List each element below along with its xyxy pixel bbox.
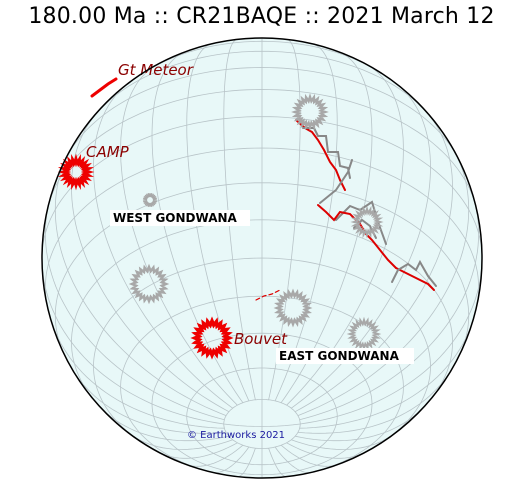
label-bouvet: Bouvet [234,330,288,348]
credit-text: © Earthworks 2021 [187,430,285,441]
graticule-line [291,433,396,450]
graticule-line [286,442,364,459]
graticule-line [223,39,256,400]
graticule-line [299,316,475,429]
graticule-line [297,370,452,434]
graticule-line [54,149,227,416]
label-east-gondwana: EAST GONDWANA [279,349,400,363]
transform-segment [302,127,351,179]
globe-outline [41,37,483,479]
graticule-line [151,52,244,403]
hotspot-inactive [273,288,313,328]
graticule-line [44,204,225,421]
graticule-line [49,316,225,429]
hotspots-layer [57,93,384,360]
graticule-line [72,370,227,434]
label-east-gondwana-bg [276,348,414,364]
hotspot-inactive [346,316,382,352]
graticule-line [261,257,482,427]
hotspot-camp [57,153,95,191]
graticule-line [93,85,233,409]
hotspot-inactive [142,192,158,208]
graticule-line [268,39,301,400]
hotspot-inactive [350,205,384,239]
graticule-line [160,442,238,459]
label-west-gondwana: WEST GONDWANA [113,211,238,225]
transform-segment [319,159,353,204]
graticule-line [128,433,233,450]
hotspot-bouvet [190,316,234,360]
graticule-grid [42,38,482,478]
ridge-segment [295,119,346,191]
graticule-line [294,112,453,413]
graticule-line [71,112,230,413]
graticule-line [268,448,287,477]
graticule-line [237,448,256,477]
ridge-segment [317,204,397,269]
label-camp: CAMP [86,143,130,161]
graticule-line [274,43,338,402]
graticule-line [299,204,480,421]
graticule-line [213,446,250,474]
graticule-line [297,149,470,416]
graticule-line [185,444,244,467]
transform-segment [391,259,437,287]
graticule-line [280,444,339,467]
graticule-line [295,407,424,442]
graticule-line [100,407,229,442]
map-title: 180.00 Ma :: CR21BAQE :: 2021 March 12 [28,4,495,29]
graticule-line [42,257,263,427]
graticule-line [280,52,373,403]
gt-meteor-track [90,77,118,98]
label-gt-meteor: Gt Meteor [118,61,194,79]
label-west-gondwana-bg [110,210,250,226]
hotspot-inactive [291,93,329,131]
ridge-segment [255,289,281,301]
hotspot-inactive [128,263,170,305]
graticule-line [274,446,311,474]
ridge-segment [395,267,435,291]
